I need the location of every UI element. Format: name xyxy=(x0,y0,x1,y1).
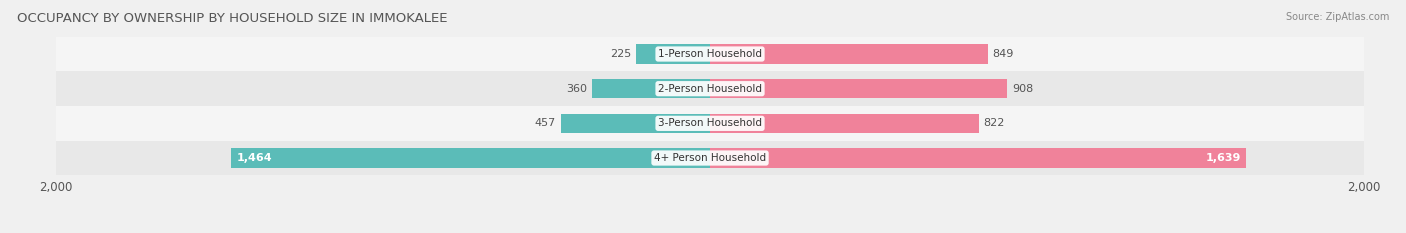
Text: 225: 225 xyxy=(610,49,631,59)
Text: OCCUPANCY BY OWNERSHIP BY HOUSEHOLD SIZE IN IMMOKALEE: OCCUPANCY BY OWNERSHIP BY HOUSEHOLD SIZE… xyxy=(17,12,447,25)
Bar xyxy=(232,148,710,168)
Bar xyxy=(56,141,1364,175)
Text: 457: 457 xyxy=(534,118,555,128)
Bar xyxy=(561,114,710,133)
Text: 1-Person Household: 1-Person Household xyxy=(658,49,762,59)
Bar xyxy=(710,79,1007,98)
Text: 360: 360 xyxy=(567,84,588,94)
Text: 908: 908 xyxy=(1012,84,1033,94)
Bar xyxy=(592,79,710,98)
Text: Source: ZipAtlas.com: Source: ZipAtlas.com xyxy=(1285,12,1389,22)
Text: 1,464: 1,464 xyxy=(236,153,271,163)
Text: 849: 849 xyxy=(993,49,1014,59)
Text: 2-Person Household: 2-Person Household xyxy=(658,84,762,94)
Bar xyxy=(56,106,1364,141)
Bar xyxy=(56,71,1364,106)
Text: 3-Person Household: 3-Person Household xyxy=(658,118,762,128)
Text: 822: 822 xyxy=(984,118,1005,128)
Bar xyxy=(637,45,710,64)
Bar xyxy=(710,148,1246,168)
Bar xyxy=(56,37,1364,71)
Text: 4+ Person Household: 4+ Person Household xyxy=(654,153,766,163)
Bar xyxy=(710,45,987,64)
Text: 1,639: 1,639 xyxy=(1205,153,1241,163)
Bar xyxy=(710,114,979,133)
